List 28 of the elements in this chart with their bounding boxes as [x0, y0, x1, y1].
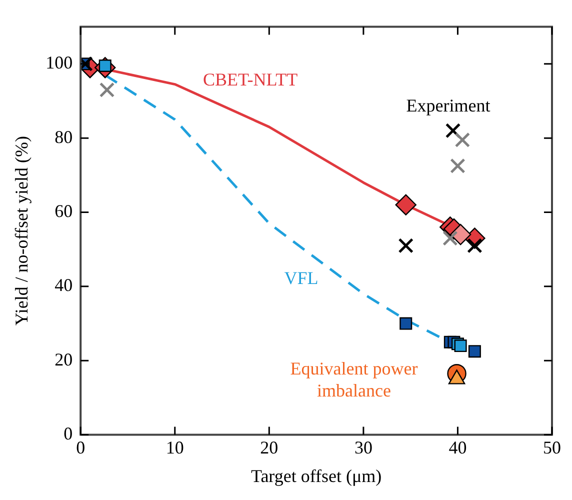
- point: [450, 224, 472, 246]
- series-label: Equivalent power imbalance: [290, 358, 418, 401]
- x-tick-label: 20: [260, 437, 278, 458]
- point: [454, 340, 467, 352]
- point: [99, 82, 115, 98]
- point: [468, 345, 481, 358]
- point: [395, 194, 416, 216]
- series-label: Experiment: [406, 95, 490, 116]
- x-tick-label: 50: [543, 437, 561, 458]
- x-tick-label: 0: [76, 437, 86, 458]
- x-tick-label: 10: [166, 437, 184, 458]
- x-axis-title: Target offset (μm): [250, 466, 382, 486]
- y-tick-label: 100: [46, 52, 73, 73]
- y-tick-label: 40: [54, 275, 73, 296]
- y-tick-label: 60: [54, 200, 73, 221]
- point: [400, 317, 412, 330]
- y-axis-title: Yield / no-offset yield (%): [12, 136, 32, 326]
- y-tick-label: 80: [54, 126, 73, 147]
- point: [450, 158, 466, 174]
- point: [398, 238, 414, 254]
- y-tick-label: 0: [64, 424, 73, 444]
- y-tick-label: 20: [54, 349, 73, 370]
- x-tick-label: 30: [354, 437, 372, 458]
- series-label: CBET-NLTT: [202, 69, 298, 90]
- point: [442, 230, 458, 246]
- series-label: VFL: [284, 268, 318, 288]
- x-tick-label: 40: [448, 437, 467, 458]
- point: [454, 132, 470, 148]
